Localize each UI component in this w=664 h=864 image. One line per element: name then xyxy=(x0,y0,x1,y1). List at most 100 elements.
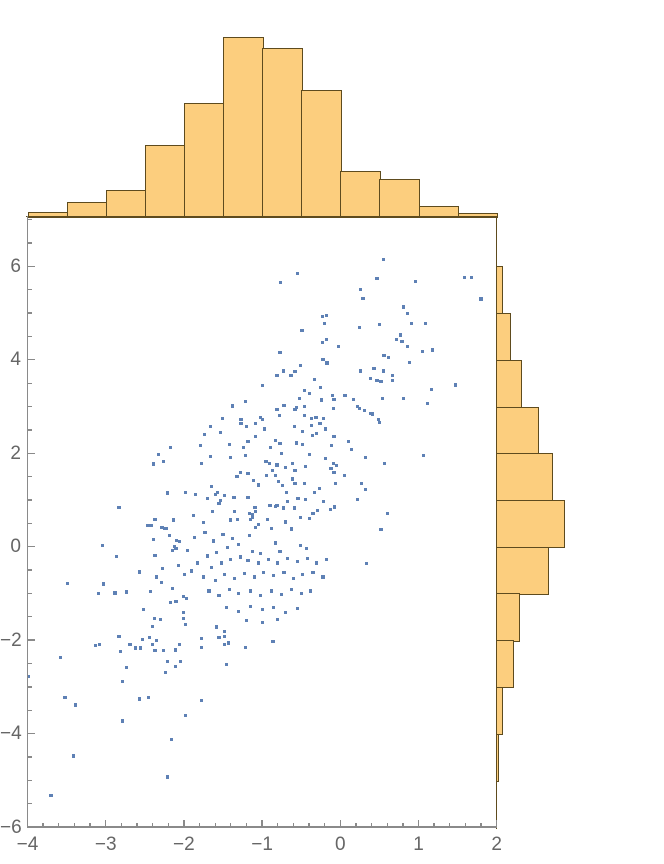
scatter-point xyxy=(320,340,324,345)
scatter-point xyxy=(199,637,203,641)
right-histogram-bar xyxy=(496,546,550,595)
y-tick-label: 4 xyxy=(10,349,21,371)
scatter-point xyxy=(246,559,250,563)
scatter-point xyxy=(301,573,305,577)
scatter-point xyxy=(162,526,166,531)
scatter-point xyxy=(229,558,233,562)
scatter-point xyxy=(305,556,310,560)
scatter-point xyxy=(381,257,385,261)
scatter-point xyxy=(141,607,145,611)
scatter-point xyxy=(251,515,255,519)
scatter-point xyxy=(137,697,141,701)
scatter-point xyxy=(271,639,275,644)
scatter-point xyxy=(265,518,270,522)
y-tick-label: 0 xyxy=(10,536,21,558)
scatter-point xyxy=(125,665,129,669)
scatter-point xyxy=(333,505,337,509)
x-minor-tick xyxy=(73,823,76,828)
scatter-point xyxy=(312,490,317,495)
scatter-point xyxy=(312,377,317,382)
scatter-point xyxy=(221,532,225,537)
scatter-point xyxy=(229,455,233,460)
scatter-point xyxy=(215,625,219,629)
scatter-point xyxy=(219,561,224,565)
x-tick-label: −4 xyxy=(16,834,39,856)
scatter-point xyxy=(342,473,346,477)
scatter-point xyxy=(239,418,243,422)
scatter-point xyxy=(289,374,293,378)
x-tick-label: −2 xyxy=(173,834,195,856)
scatter-point xyxy=(159,581,163,585)
scatter-point xyxy=(236,517,240,521)
y-tick-label: −2 xyxy=(0,629,22,651)
scatter-point xyxy=(120,679,124,683)
scatter-point xyxy=(280,592,284,596)
scatter-point xyxy=(273,541,277,545)
scatter-point xyxy=(379,527,383,531)
top-histogram-bar xyxy=(418,206,459,218)
x-minor-tick xyxy=(480,823,482,828)
scatter-point xyxy=(270,468,274,473)
scatter-point xyxy=(219,498,223,503)
scatter-point xyxy=(219,430,223,434)
scatter-point xyxy=(165,491,170,495)
scatter-point xyxy=(140,637,145,641)
scatter-point xyxy=(377,323,381,327)
y-minor-tick xyxy=(28,429,33,431)
scatter-point xyxy=(395,337,399,341)
scatter-point xyxy=(321,575,325,579)
x-minor-tick xyxy=(355,823,357,828)
scatter-point xyxy=(138,646,142,650)
x-minor-tick xyxy=(370,823,373,828)
x-minor-tick xyxy=(449,823,451,828)
scatter-point xyxy=(115,554,119,559)
scatter-point xyxy=(329,466,333,470)
scatter-point xyxy=(229,518,233,522)
scatter-point xyxy=(280,483,285,488)
scatter-point xyxy=(226,641,231,645)
scatter-point xyxy=(402,396,406,401)
scatter-point xyxy=(173,665,177,669)
scatter-point xyxy=(262,570,266,574)
scatter-point xyxy=(182,594,186,598)
scatter-point xyxy=(237,591,241,595)
scatter-point xyxy=(314,416,318,420)
scatter-point xyxy=(269,589,274,593)
scatter-point xyxy=(294,405,299,410)
scatter-point xyxy=(402,305,406,309)
scatter-point xyxy=(294,441,299,445)
scatter-point xyxy=(222,635,227,639)
scatter-point xyxy=(49,793,53,797)
scatter-point xyxy=(199,699,203,703)
scatter-point xyxy=(286,500,290,504)
scatter-point xyxy=(295,271,299,275)
y-minor-tick xyxy=(28,569,33,571)
scatter-point xyxy=(73,703,77,707)
scatter-point xyxy=(302,482,306,486)
y-minor-tick xyxy=(28,242,33,244)
scatter-point xyxy=(318,421,322,425)
scatter-point xyxy=(100,544,105,548)
scatter-point xyxy=(362,409,367,413)
scatter-point xyxy=(26,674,30,679)
scatter-point xyxy=(251,512,255,517)
scatter-point xyxy=(278,351,282,355)
y-minor-tick xyxy=(28,289,33,291)
scatter-point xyxy=(400,339,404,344)
y-minor-tick xyxy=(28,592,33,595)
x-minor-tick xyxy=(324,823,326,828)
y-major-tick xyxy=(28,359,36,361)
scatter-point xyxy=(276,617,280,621)
scatter-point xyxy=(272,574,276,578)
scatter-point xyxy=(272,605,276,610)
scatter-point xyxy=(379,380,383,384)
scatter-point xyxy=(256,561,260,565)
x-major-tick xyxy=(417,820,420,828)
scatter-point xyxy=(160,525,164,530)
scatter-point xyxy=(254,434,258,439)
scatter-point xyxy=(308,391,312,396)
scatter-point xyxy=(220,416,224,420)
y-major-tick xyxy=(28,826,36,828)
scatter-point xyxy=(256,483,260,487)
